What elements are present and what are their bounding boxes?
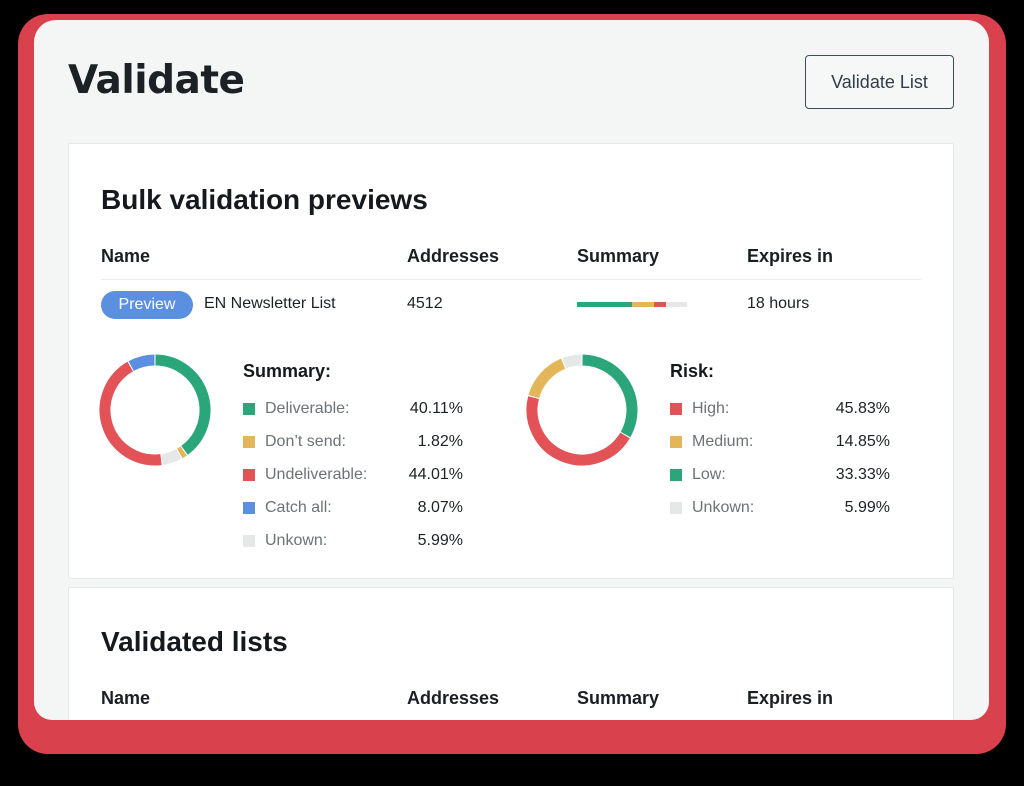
column-header-summary[interactable]: Summary — [577, 688, 660, 708]
legend-value: 14.85% — [835, 432, 890, 450]
summary-bar-segment — [632, 302, 654, 307]
column-header-expires[interactable]: Expires in — [747, 688, 834, 708]
donut-segment — [99, 361, 162, 466]
validate-list-button[interactable]: Validate List — [805, 55, 954, 109]
legend-item: High: 45.83% — [670, 392, 890, 425]
legend-item: Deliverable: 40.11% — [243, 392, 463, 425]
column-header-expires[interactable]: Expires in — [747, 246, 834, 266]
column-header-name[interactable]: Name — [101, 246, 151, 266]
legend-swatch-icon — [670, 435, 682, 448]
legend-swatch-icon — [670, 501, 682, 514]
column-header-addresses[interactable]: Addresses — [407, 688, 500, 708]
app-window: Validate Validate List Bulk validation p… — [34, 20, 989, 720]
expires-in: 18 hours — [747, 295, 810, 312]
summary-bar — [577, 302, 687, 307]
donut-segment — [528, 358, 566, 399]
legend-item: Don’t send: 1.82% — [243, 425, 463, 458]
donut-segment — [562, 354, 582, 369]
summary-legend-title: Summary: — [243, 361, 332, 381]
risk-legend-title: Risk: — [670, 361, 715, 381]
donut-segment — [176, 446, 187, 459]
legend-label: High: — [692, 399, 730, 417]
legend-label: Low: — [692, 465, 726, 483]
list-name[interactable]: EN Newsletter List — [204, 295, 336, 312]
legend-swatch-icon — [670, 468, 682, 481]
legend-label: Undeliverable: — [265, 465, 368, 483]
section-title: Validated lists — [101, 626, 288, 657]
legend-label: Don’t send: — [265, 432, 346, 450]
donut-segment — [526, 396, 630, 466]
legend-item: Unkown: 5.99% — [243, 524, 463, 557]
address-count: 4512 — [407, 295, 443, 312]
donut-segment — [155, 354, 211, 455]
legend-label: Catch all: — [265, 498, 332, 516]
legend-swatch-icon — [243, 501, 255, 514]
legend-swatch-icon — [243, 534, 255, 547]
divider — [101, 279, 921, 280]
legend-label: Unkown: — [265, 531, 328, 549]
donut-segment — [582, 354, 638, 438]
legend-value: 5.99% — [844, 498, 890, 516]
legend-label: Unkown: — [692, 498, 755, 516]
page-title: Validate — [68, 58, 245, 103]
bulk-validation-previews-card: Bulk validation previews Name Addresses … — [68, 143, 954, 579]
summary-bar-segment — [666, 302, 687, 307]
preview-badge[interactable]: Preview — [101, 291, 193, 319]
legend-swatch-icon — [243, 435, 255, 448]
legend-item: Catch all: 8.07% — [243, 491, 463, 524]
legend-swatch-icon — [243, 402, 255, 415]
risk-legend: High: 45.83% Medium: 14.85% Low: 33.33% Unkown… — [670, 392, 890, 524]
legend-value: 33.33% — [835, 465, 890, 483]
legend-item: Undeliverable: 44.01% — [243, 458, 463, 491]
legend-value: 40.11% — [409, 399, 463, 417]
summary-bar-segment — [577, 302, 632, 307]
summary-legend: Deliverable: 40.11% Don’t send: 1.82% Undeli… — [243, 392, 463, 557]
donut-segment — [161, 449, 182, 465]
legend-item: Low: 33.33% — [670, 458, 890, 491]
legend-swatch-icon — [670, 402, 682, 415]
legend-value: 1.82% — [417, 432, 463, 450]
legend-label: Medium: — [692, 432, 754, 450]
legend-label: Deliverable: — [265, 399, 350, 417]
summary-donut-chart — [99, 354, 211, 466]
legend-item: Unkown: 5.99% — [670, 491, 890, 524]
column-header-addresses[interactable]: Addresses — [407, 246, 500, 266]
column-header-name[interactable]: Name — [101, 688, 151, 708]
summary-bar-segment — [654, 302, 667, 307]
section-title: Bulk validation previews — [101, 184, 428, 215]
column-header-summary[interactable]: Summary — [577, 246, 660, 266]
legend-value: 8.07% — [417, 498, 463, 516]
validated-lists-card: Validated lists Name Addresses Summary E… — [68, 587, 954, 720]
legend-value: 44.01% — [408, 465, 463, 483]
legend-value: 5.99% — [417, 531, 463, 549]
legend-item: Medium: 14.85% — [670, 425, 890, 458]
donut-segment — [128, 354, 155, 371]
legend-value: 45.83% — [835, 399, 890, 417]
risk-donut-chart — [526, 354, 638, 466]
legend-swatch-icon — [243, 468, 255, 481]
